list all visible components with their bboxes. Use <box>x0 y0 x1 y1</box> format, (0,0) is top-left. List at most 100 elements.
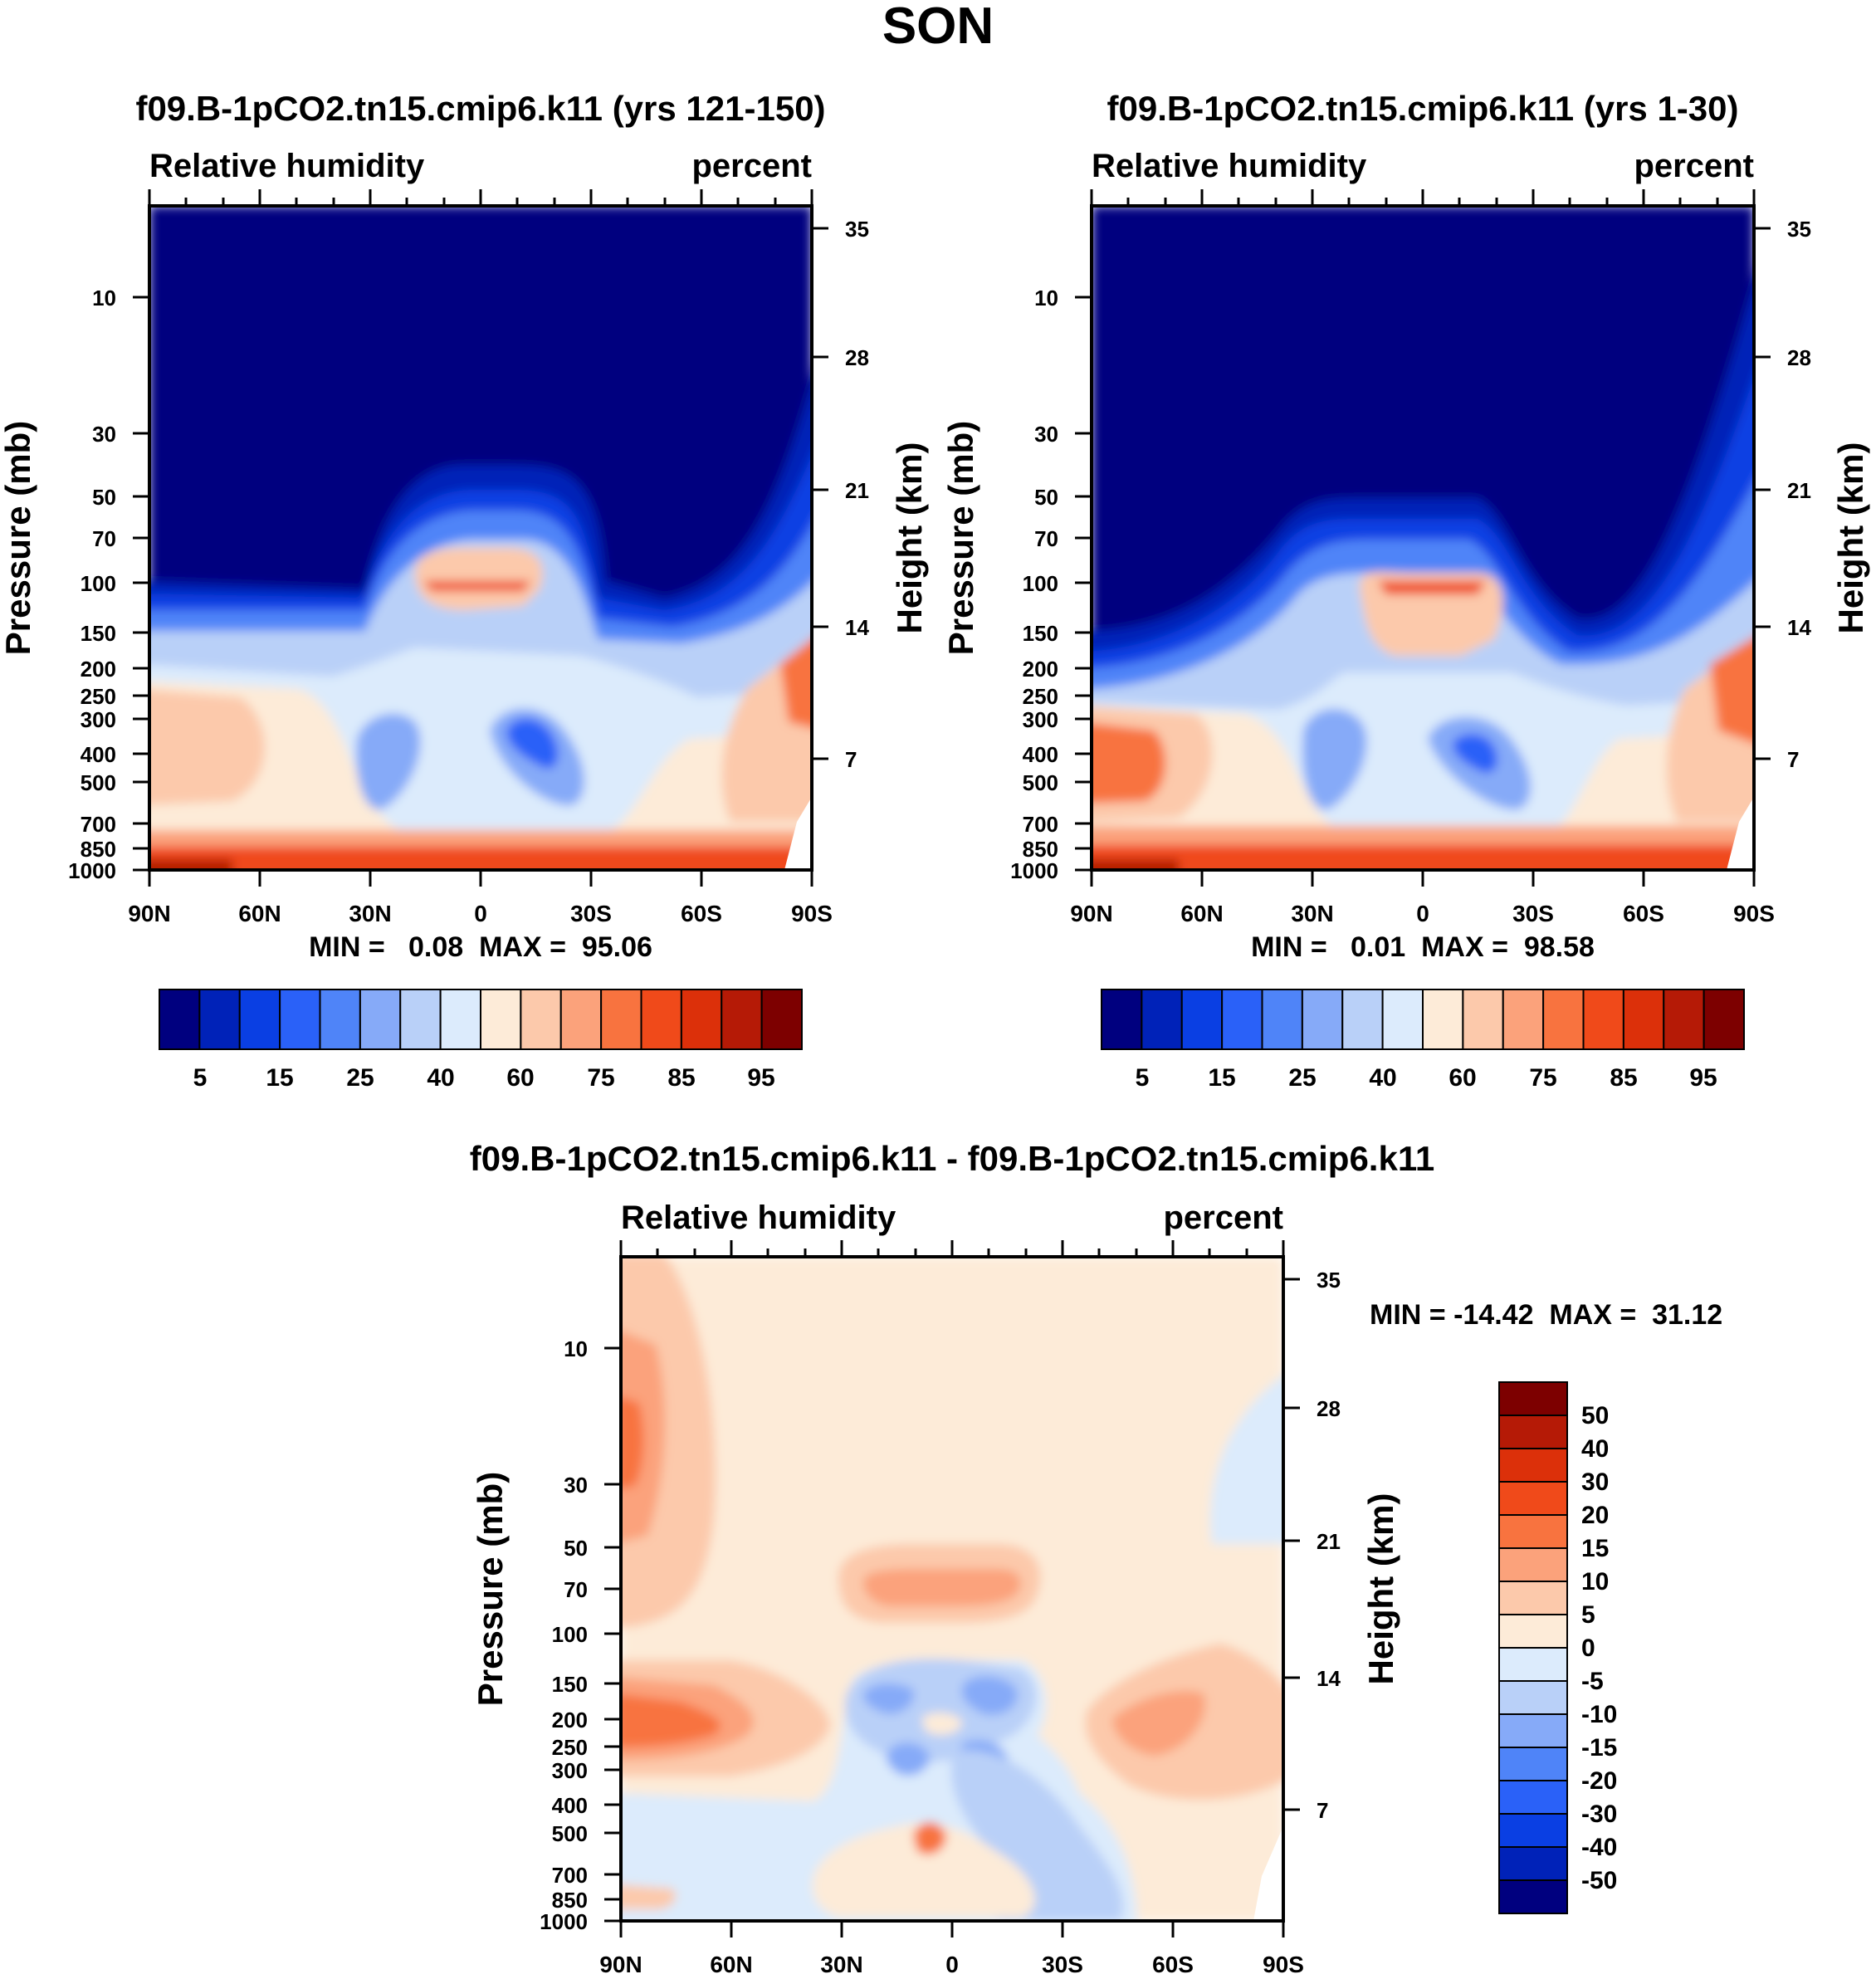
a-ytick-100: 100 <box>81 571 116 596</box>
b-y2tick-7: 7 <box>1787 747 1799 772</box>
a-tropopause-cloud <box>415 548 543 610</box>
b-ytick-1000: 1000 <box>1010 858 1058 883</box>
b-ytick-200: 200 <box>1023 657 1058 682</box>
panel-c-left-subtitle: Relative humidity <box>621 1200 896 1236</box>
b-cb-label-25: 25 <box>1288 1064 1316 1092</box>
panel-b-y2-tick-labels: 35 28 21 14 7 <box>1787 217 1811 772</box>
c-ytick-100: 100 <box>552 1622 588 1647</box>
colorbar-swatch <box>1498 1879 1568 1914</box>
c-ytick-1000: 1000 <box>540 1909 588 1934</box>
b-cb-label-60: 60 <box>1449 1064 1476 1092</box>
panel-b-ylabel-right: Height (km) <box>1831 442 1870 634</box>
panel-a-ylabel: Pressure (mb) <box>0 421 37 655</box>
a-pbl-2 <box>149 847 812 870</box>
b-ytick-100: 100 <box>1023 571 1058 596</box>
colorbar-swatch <box>1261 989 1303 1050</box>
colorbar-swatch <box>1141 989 1183 1050</box>
a-xtick-90S: 90S <box>791 901 833 926</box>
panel-c-title: f09.B-1pCO2.tn15.cmip6.k11 - f09.B-1pCO2… <box>470 1139 1434 1178</box>
panel-c: f09.B-1pCO2.tn15.cmip6.k11 - f09.B-1pCO2… <box>470 1139 1722 1977</box>
colorbar-swatch <box>1498 1547 1568 1582</box>
panel-c-ylabel: Pressure (mb) <box>471 1472 510 1706</box>
colorbar-swatch <box>1622 989 1665 1050</box>
panel-b-ticks <box>1075 189 1771 887</box>
colorbar-swatch <box>1180 989 1224 1050</box>
colorbar-swatch <box>279 989 321 1050</box>
c-cb-label-m40: -40 <box>1581 1834 1617 1861</box>
panel-a-x-tick-labels: 90N 60N 30N 0 30S 60S 90S <box>128 901 833 926</box>
b-xtick-90N: 90N <box>1070 901 1112 926</box>
a-xtick-0: 0 <box>474 901 487 926</box>
a-ytick-400: 400 <box>81 742 116 767</box>
c-ytick-50: 50 <box>564 1536 588 1561</box>
colorbar-swatch <box>1703 989 1745 1050</box>
panel-b-colorbar <box>1101 989 1745 1050</box>
panel-a-ticks <box>133 189 828 887</box>
c-nh-150-moist-3 <box>621 1694 721 1747</box>
a-ytick-700: 700 <box>81 812 116 837</box>
panel-a-y2-tick-labels: 35 28 21 14 7 <box>845 217 869 772</box>
colorbar-swatch <box>1498 1713 1568 1748</box>
b-cb-label-75: 75 <box>1529 1064 1556 1092</box>
colorbar-swatch <box>600 989 642 1050</box>
a-y2tick-28: 28 <box>845 345 869 370</box>
colorbar-swatch <box>1381 989 1424 1050</box>
a-ytick-70: 70 <box>92 526 116 551</box>
figure-title: SON <box>882 0 994 55</box>
c-xtick-60N: 60N <box>710 1952 752 1977</box>
a-xtick-30S: 30S <box>570 901 612 926</box>
b-ytick-250: 250 <box>1023 684 1058 709</box>
a-hot-polar-s <box>780 638 812 728</box>
colorbar-swatch <box>1498 1514 1568 1549</box>
c-xtick-90N: 90N <box>599 1952 642 1977</box>
c-ytick-30: 30 <box>564 1473 588 1498</box>
colorbar-swatch <box>1498 1680 1568 1715</box>
a-cb-label-40: 40 <box>427 1064 454 1092</box>
a-xtick-60S: 60S <box>681 901 722 926</box>
b-ytick-700: 700 <box>1023 812 1058 837</box>
colorbar-swatch <box>760 989 803 1050</box>
b-y2tick-14: 14 <box>1787 615 1811 640</box>
a-ytick-500: 500 <box>81 770 116 795</box>
c-ytick-700: 700 <box>552 1863 588 1888</box>
b-ytick-150: 150 <box>1023 621 1058 646</box>
a-xtick-60N: 60N <box>238 901 281 926</box>
c-cb-label-0: 0 <box>1581 1635 1595 1662</box>
panel-c-stats: MIN = -14.42 MAX = 31.12 <box>1370 1299 1722 1331</box>
b-hot-polar-s <box>1710 637 1754 744</box>
panel-c-field <box>621 1257 1283 1921</box>
b-cb-label-5: 5 <box>1136 1064 1150 1092</box>
a-pbl-3 <box>149 859 232 870</box>
c-ytick-70: 70 <box>564 1577 588 1602</box>
c-nh-pbl <box>621 1884 676 1909</box>
colorbar-swatch <box>439 989 481 1050</box>
a-y2tick-7: 7 <box>845 747 857 772</box>
panel-b-field <box>1092 206 1754 870</box>
panel-a-field <box>149 206 812 870</box>
colorbar-swatch <box>1663 989 1705 1050</box>
a-ytick-30: 30 <box>92 422 116 447</box>
colorbar-swatch <box>1498 1381 1568 1416</box>
b-y2tick-35: 35 <box>1787 217 1811 242</box>
c-xtick-30N: 30N <box>820 1952 862 1977</box>
panel-c-colorbar-labels: 50 40 30 20 15 10 5 0 -5 -10 -15 -20 -30… <box>1581 1402 1617 1894</box>
colorbar-swatch <box>359 989 402 1050</box>
b-y2tick-21: 21 <box>1787 478 1811 503</box>
colorbar-swatch <box>399 989 442 1050</box>
a-cb-label-5: 5 <box>193 1064 208 1092</box>
colorbar-swatch <box>1498 1448 1568 1483</box>
a-ytick-850: 850 <box>81 837 116 862</box>
a-missing-corner <box>784 797 812 870</box>
a-xtick-30N: 30N <box>349 901 391 926</box>
b-ytick-10: 10 <box>1034 286 1058 310</box>
c-ytick-250: 250 <box>552 1735 588 1760</box>
panel-c-y2-tick-labels: 35 28 21 14 7 <box>1317 1268 1341 1823</box>
c-ytick-300: 300 <box>552 1758 588 1783</box>
c-trop-dry-b <box>961 1676 1018 1715</box>
c-cb-label-m20: -20 <box>1581 1767 1617 1795</box>
b-xtick-0: 0 <box>1416 901 1429 926</box>
c-missing-corner <box>1253 1826 1283 1921</box>
c-polar-s-dry-1 <box>1210 1376 1283 1544</box>
b-xtick-30N: 30N <box>1291 901 1333 926</box>
panel-a-y-tick-labels: 10 30 50 70 100 150 200 250 300 400 500 … <box>68 286 116 883</box>
